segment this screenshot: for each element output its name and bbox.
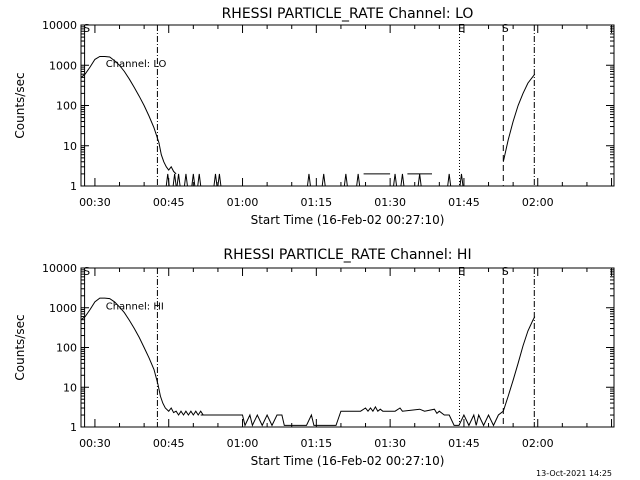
- data-spike: [321, 173, 326, 187]
- x-axis-label: Start Time (16-Feb-02 00:27:10): [251, 454, 445, 468]
- y-tick-label: 1: [70, 421, 77, 434]
- x-tick-label: 01:30: [374, 437, 406, 450]
- y-tick-label: 10: [63, 140, 77, 153]
- y-tick-label: 1000: [49, 59, 77, 72]
- data-spike: [356, 173, 361, 187]
- data-spike: [183, 173, 188, 187]
- data-spike: [165, 173, 170, 187]
- data-line: [80, 297, 536, 427]
- x-tick-label: 00:30: [79, 196, 111, 209]
- data-spike: [213, 173, 218, 187]
- x-tick-label: 01:15: [300, 196, 332, 209]
- y-axis-label: Counts/sec: [13, 72, 27, 138]
- x-tick-label: 01:15: [300, 437, 332, 450]
- chart-title: RHESSI PARTICLE_RATE Channel: HI: [223, 247, 471, 263]
- event-marker-label: S: [502, 265, 509, 278]
- event-marker-label: S: [83, 22, 90, 35]
- event-marker-label: E: [458, 265, 465, 278]
- data-spike: [417, 173, 422, 187]
- x-tick-label: 01:45: [448, 437, 480, 450]
- data-spike: [393, 173, 398, 187]
- y-tick-label: 1: [70, 180, 77, 193]
- data-spike: [197, 173, 202, 187]
- data-spike: [447, 173, 452, 187]
- y-tick-label: 10: [63, 381, 77, 394]
- x-tick-label: 02:00: [522, 196, 554, 209]
- data-spike: [217, 173, 222, 187]
- y-tick-label: 1000: [49, 302, 77, 315]
- x-tick-label: 01:30: [374, 196, 406, 209]
- data-spike: [400, 173, 405, 187]
- event-marker-label: S: [83, 265, 90, 278]
- x-tick-label: 00:45: [153, 196, 185, 209]
- x-tick-label: 01:00: [227, 196, 259, 209]
- event-marker-label: S: [502, 22, 509, 35]
- chart-title: RHESSI PARTICLE_RATE Channel: LO: [222, 6, 474, 22]
- event-marker-label: E: [458, 22, 465, 35]
- x-axis-label: Start Time (16-Feb-02 00:27:10): [251, 213, 445, 227]
- y-axis-label: Counts/sec: [13, 314, 27, 380]
- data-spike: [191, 173, 196, 187]
- data-spike: [343, 173, 348, 187]
- series-label: Channel: LO: [106, 59, 167, 70]
- series-label: Channel: HI: [106, 302, 164, 313]
- y-tick-label: 100: [56, 342, 77, 355]
- y-tick-label: 100: [56, 100, 77, 113]
- x-tick-label: 02:00: [522, 437, 554, 450]
- data-spike: [459, 173, 464, 187]
- panel-lo: RHESSI PARTICLE_RATE Channel: LO 1 10 100 10…: [13, 6, 615, 227]
- data-spike: [306, 173, 311, 187]
- panel-hi: RHESSI PARTICLE_RATE Channel: HI 1 10 100 10…: [13, 247, 615, 468]
- y-tick-label: 10000: [42, 19, 77, 32]
- y-tick-label: 10000: [42, 262, 77, 275]
- data-spike: [172, 173, 177, 187]
- data-line: [80, 56, 177, 175]
- data-spike: [176, 173, 181, 187]
- x-tick-label: 00:45: [153, 437, 185, 450]
- x-tick-label: 00:30: [79, 437, 111, 450]
- footer-timestamp: 13-Oct-2021 14:25: [536, 469, 612, 478]
- data-line: [502, 73, 536, 162]
- x-tick-label: 01:45: [448, 196, 480, 209]
- x-tick-label: 01:00: [227, 437, 259, 450]
